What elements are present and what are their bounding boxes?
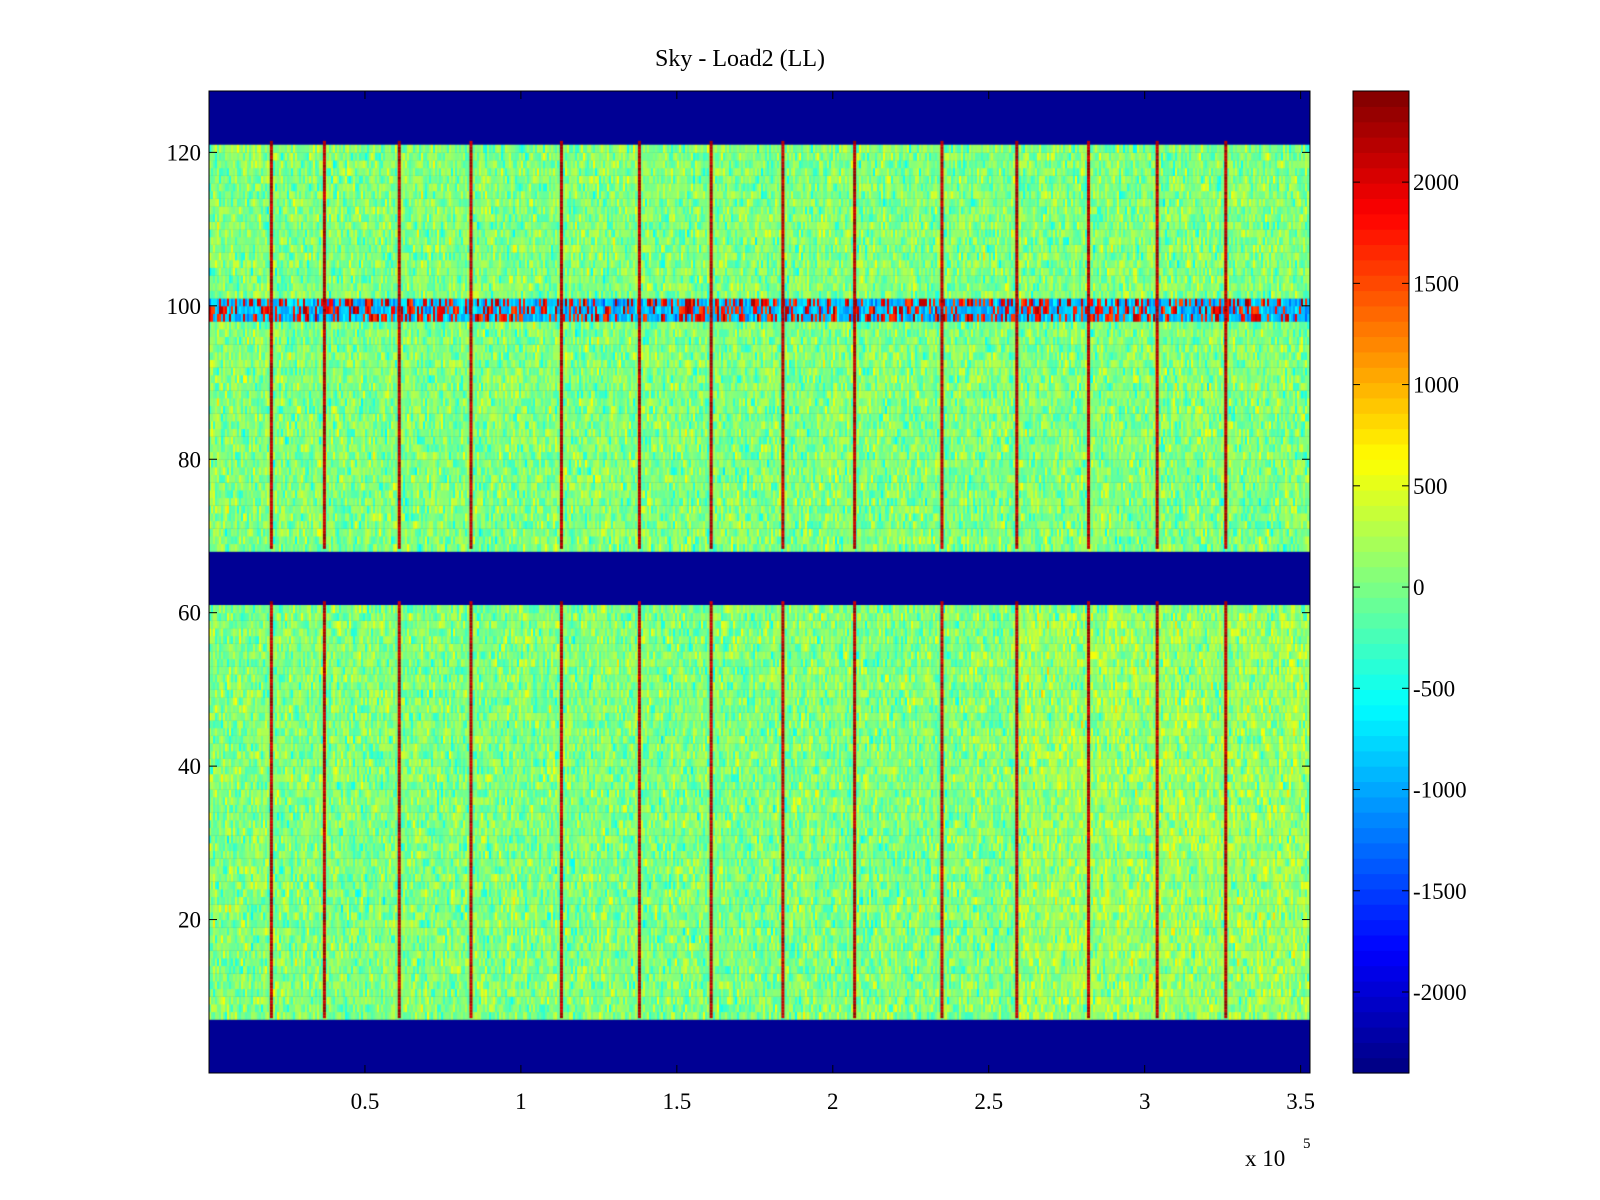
heatmap-axes: 0.5 1 1.5 2 2.5 3 3.5 20 40 60 80 100 120 (167, 90, 1315, 1114)
colorbar-step (1353, 367, 1409, 384)
y-tick-label: 120 (167, 140, 202, 165)
colorbar-tick-label: 1500 (1413, 271, 1459, 296)
colorbar-step (1353, 489, 1409, 506)
colorbar-tick-label: 0 (1413, 575, 1425, 600)
colorbar-step (1353, 904, 1409, 921)
colorbar-step (1353, 505, 1409, 522)
colorbar-step (1353, 397, 1409, 414)
colorbar-step (1353, 781, 1409, 798)
colorbar-step (1353, 229, 1409, 246)
colorbar-step (1353, 336, 1409, 353)
colorbar-step (1353, 796, 1409, 813)
colorbar-step (1353, 888, 1409, 905)
heatmap-image (209, 91, 1310, 1073)
colorbar-tick-label: 500 (1413, 474, 1448, 499)
colorbar-step (1353, 213, 1409, 230)
colorbar-step (1353, 735, 1409, 752)
colorbar-step (1353, 750, 1409, 767)
plot-frame (208, 90, 1311, 1074)
colorbar (1353, 91, 1409, 1074)
colorbar-step (1353, 1026, 1409, 1043)
colorbar-tick-label: 1000 (1413, 373, 1459, 398)
colorbar-step (1353, 535, 1409, 552)
colorbar-step (1353, 91, 1409, 107)
colorbar-step (1353, 612, 1409, 629)
colorbar-step (1353, 766, 1409, 783)
chart-title: Sky - Load2 (LL) (655, 46, 825, 72)
colorbar-step (1353, 474, 1409, 491)
colorbar-step (1353, 351, 1409, 368)
colorbar-step (1353, 551, 1409, 568)
colorbar-step (1353, 1042, 1409, 1059)
x-axis-multiplier-exponent: 5 (1303, 1136, 1311, 1152)
x-tick-label: 3.5 (1286, 1089, 1315, 1114)
colorbar-step (1353, 658, 1409, 675)
colorbar-tick-label: 2000 (1413, 170, 1459, 195)
x-tick-label: 2.5 (974, 1089, 1003, 1114)
colorbar-step (1353, 566, 1409, 583)
colorbar-tick-label: -500 (1413, 676, 1455, 701)
colorbar-frame (1352, 90, 1410, 1074)
colorbar-step (1353, 382, 1409, 399)
colorbar-step (1353, 275, 1409, 292)
colorbar-step (1353, 459, 1409, 476)
colorbar-tick-label: -2000 (1413, 980, 1467, 1005)
colorbar-step (1353, 520, 1409, 537)
colorbar-step (1353, 842, 1409, 859)
colorbar-step (1353, 1057, 1409, 1074)
colorbar-step (1353, 980, 1409, 997)
colorbar-step (1353, 643, 1409, 660)
x-tick-label: 1.5 (662, 1089, 691, 1114)
y-tick-label: 20 (178, 908, 201, 933)
colorbar-step (1353, 259, 1409, 276)
colorbar-step (1353, 812, 1409, 829)
colorbar-step (1353, 674, 1409, 691)
colorbar-step (1353, 873, 1409, 890)
colorbar-step (1353, 858, 1409, 875)
colorbar-step (1353, 290, 1409, 307)
colorbar-step (1353, 137, 1409, 153)
colorbar-step (1353, 582, 1409, 598)
x-axis-multiplier: x 10 (1245, 1146, 1285, 1171)
colorbar-step (1353, 704, 1409, 721)
x-tick-label: 3 (1139, 1089, 1151, 1114)
colorbar-step (1353, 428, 1409, 445)
colorbar-step (1353, 597, 1409, 614)
colorbar-step (1353, 1011, 1409, 1028)
colorbar-step (1353, 167, 1409, 184)
colorbar-step (1353, 720, 1409, 737)
colorbar-step (1353, 827, 1409, 844)
colorbar-step (1353, 152, 1409, 169)
colorbar-step (1353, 321, 1409, 338)
x-tick-label: 0.5 (351, 1089, 380, 1114)
colorbar-step (1353, 996, 1409, 1013)
colorbar-step (1353, 198, 1409, 215)
x-tick-label: 2 (827, 1089, 839, 1114)
colorbar-tick-label: -1000 (1413, 778, 1467, 803)
heatmap-plot-area (209, 91, 1310, 1073)
colorbar-tick-label: -1500 (1413, 879, 1467, 904)
colorbar-step (1353, 183, 1409, 200)
colorbar-step (1353, 121, 1409, 138)
colorbar-step (1353, 106, 1409, 123)
y-tick-label: 40 (178, 754, 201, 779)
y-tick-label: 80 (178, 447, 201, 472)
colorbar-step (1353, 413, 1409, 430)
y-tick-label: 100 (167, 294, 202, 319)
colorbar-step (1353, 305, 1409, 322)
colorbar-step (1353, 628, 1409, 644)
colorbar-step (1353, 934, 1409, 951)
colorbar-step (1353, 965, 1409, 982)
colorbar-step (1353, 950, 1409, 967)
colorbar-step (1353, 443, 1409, 460)
y-tick-label: 60 (178, 601, 201, 626)
x-axis-multiplier-base: x 10 (1245, 1146, 1285, 1171)
colorbar-axis: 2000 1500 1000 500 0 -500 -1000 -1500 -2000 (1352, 90, 1467, 1074)
colorbar-step (1353, 919, 1409, 936)
colorbar-step (1353, 689, 1409, 706)
x-tick-label: 1 (515, 1089, 527, 1114)
colorbar-step (1353, 244, 1409, 261)
